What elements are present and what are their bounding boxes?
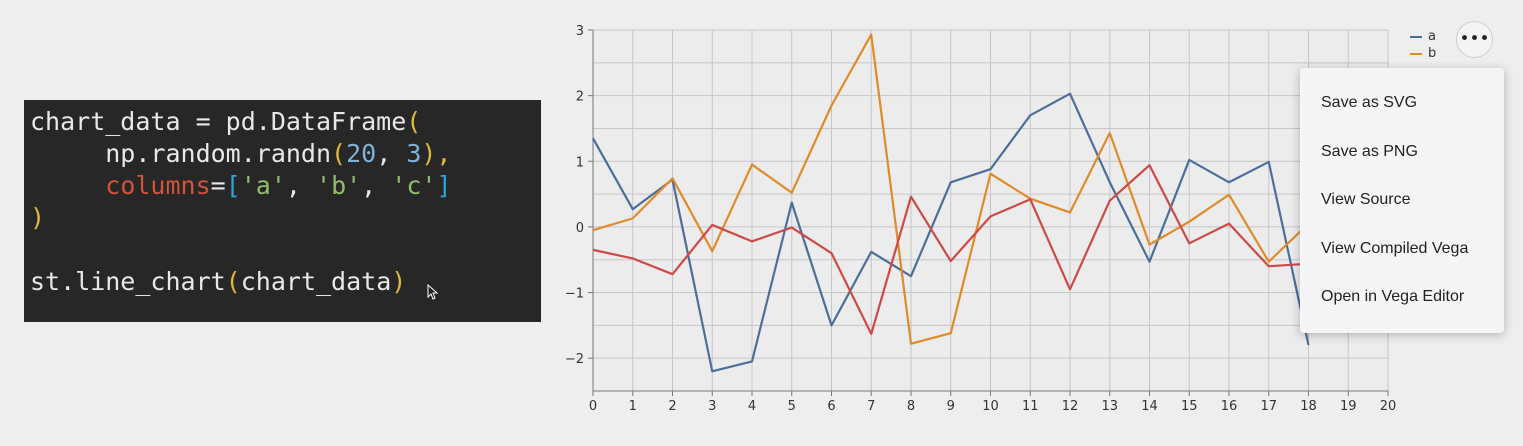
y-tick-label: 2 [576,90,584,105]
code-token: ] [436,171,452,200]
legend-swatch [1410,35,1422,38]
menu-item-open-vega-editor[interactable]: Open in Vega Editor [1321,288,1465,305]
x-tick-label: 11 [1022,399,1039,414]
chart-legend: a b [1410,28,1436,62]
menu-item-view-source[interactable]: View Source [1321,191,1411,208]
code-token: ) [391,267,407,296]
chart-actions-menu: Save as SVG Save as PNG View Source View… [1300,68,1504,333]
code-token: , [376,139,407,168]
y-tick-label: −2 [565,352,584,367]
code-token: ) [30,203,46,232]
code-token: 3 [406,139,422,168]
line-chart: 0 1 2 3 4 5 6 7 8 9 10 11 12 13 14 15 16 17 18 19 20 3 2 1 0 −1 −2 [560,18,1400,428]
x-tick-label: 12 [1062,399,1079,414]
code-token: 'b' [316,171,362,200]
code-token: ( [331,139,347,168]
x-tick-label: 1 [629,399,637,414]
x-tick-label: 5 [788,399,796,414]
menu-item-save-svg[interactable]: Save as SVG [1321,94,1418,111]
x-tick-label: 2 [668,399,676,414]
y-tick-label: 0 [576,221,584,236]
code-token: 'a' [240,171,286,200]
code-token: chart_data = pd.DataFrame [30,107,407,136]
code-token: [ [225,171,241,200]
code-token: np.random.randn [30,139,332,168]
x-tick-label: 16 [1221,399,1238,414]
code-line-4: ) [30,202,45,234]
code-token: , [361,171,392,200]
x-tick-label: 6 [827,399,835,414]
x-tick-label: 8 [907,399,915,414]
code-token: 'c' [391,171,437,200]
code-line-3: columns=['a', 'b', 'c'] [30,170,452,202]
legend-item-a: a [1410,28,1436,45]
legend-item-b: b [1410,45,1436,62]
code-token: st.line_chart [30,267,226,296]
code-line-2: np.random.randn(20, 3), [30,138,451,170]
series-line-b [592,33,1310,345]
mouse-cursor-icon [427,284,439,300]
code-token: ( [225,267,241,296]
series-line-a [592,92,1310,373]
x-tick-label: 0 [589,399,597,414]
x-tick-label: 19 [1340,399,1357,414]
y-tick-label: 1 [576,155,584,170]
ellipsis-icon: ••• [1459,29,1490,49]
x-tick-label: 9 [947,399,955,414]
x-tick-label: 17 [1260,399,1277,414]
x-tick-label: 15 [1181,399,1198,414]
x-tick-label: 4 [748,399,756,414]
code-token: ), [421,139,452,168]
y-tick-label: −1 [565,287,584,302]
code-line-6: st.line_chart(chart_data) [30,266,406,298]
x-tick-label: 3 [708,399,716,414]
code-block: chart_data = pd.DataFrame( np.random.ran… [24,100,541,322]
x-tick-label: 14 [1141,399,1158,414]
code-token: , [285,171,317,200]
x-tick-label: 10 [982,399,999,414]
menu-item-save-png[interactable]: Save as PNG [1321,143,1418,160]
menu-item-view-compiled-vega[interactable]: View Compiled Vega [1321,240,1469,257]
more-options-button[interactable]: ••• [1456,21,1493,58]
x-tick-label: 18 [1300,399,1317,414]
legend-swatch [1410,52,1422,55]
x-tick-label: 7 [867,399,875,414]
legend-label: a [1428,29,1436,44]
code-token: chart_data [240,267,392,296]
y-tick-label: 3 [576,24,584,39]
x-tick-label: 20 [1380,399,1397,414]
x-tick-label: 13 [1101,399,1118,414]
code-token: ( [406,107,422,136]
code-token: 20 [346,139,377,168]
code-token: = [210,171,226,200]
code-line-1: chart_data = pd.DataFrame( [30,106,421,138]
legend-label: b [1428,46,1437,61]
code-token: columns [105,171,211,200]
code-token [30,171,105,200]
series-line-c [592,164,1309,335]
